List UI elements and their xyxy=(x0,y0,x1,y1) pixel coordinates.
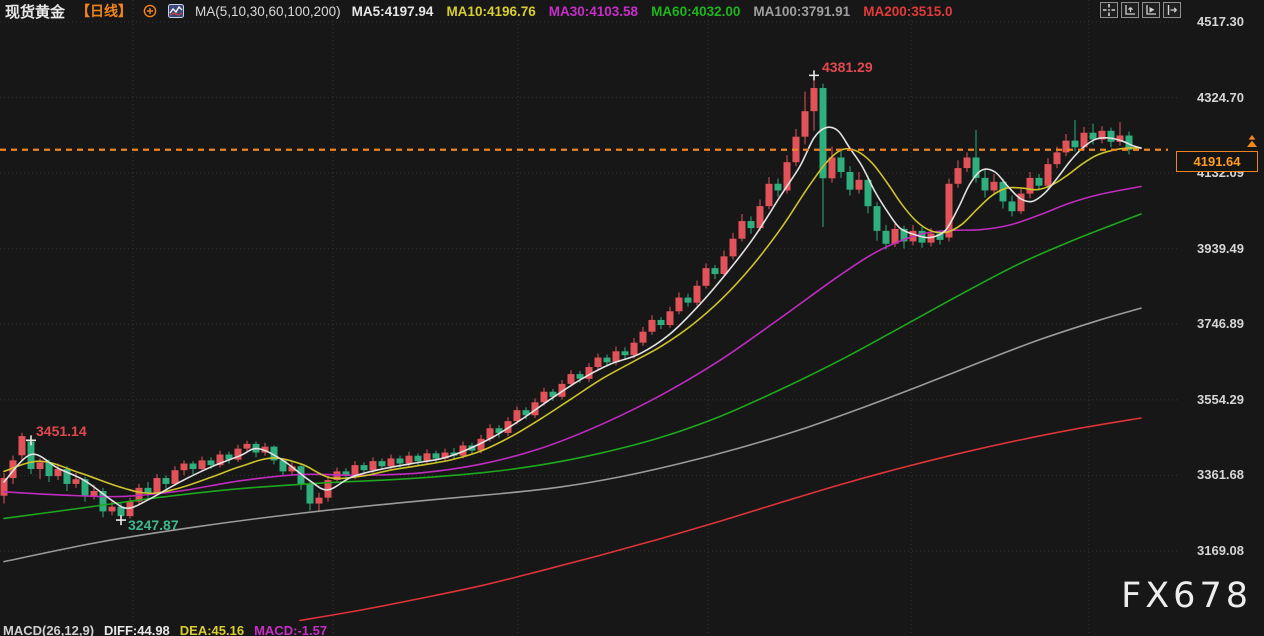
auto-scroll-button[interactable] xyxy=(1142,2,1160,18)
ma-line-ma5 xyxy=(3,126,1142,510)
macd-indicator-row: MACD(26,12,9) DIFF:44.98 DEA:45.16 MACD:-1.… xyxy=(3,623,327,636)
axis-tick-label: 3361.68 xyxy=(1197,467,1244,483)
ma-legend: MA5:4197.94 MA10:4196.76 MA30:4103.58 MA60:… xyxy=(352,4,953,19)
plus-circle-icon[interactable] xyxy=(143,4,157,18)
extreme-price-label: 3247.87 xyxy=(128,517,179,534)
macd-value-label: MACD:-1.57 xyxy=(254,623,328,636)
macd-value-label: DEA:45.16 xyxy=(179,623,245,636)
ma-line-ma60 xyxy=(3,213,1142,520)
period-label[interactable]: 【日线】 xyxy=(76,3,133,19)
ma-line-ma30 xyxy=(3,185,1142,498)
axis-tick-label: 4324.70 xyxy=(1197,89,1244,105)
ma-line-ma10 xyxy=(3,147,1142,495)
ma-legend-item: MA200:3515.0 xyxy=(863,3,953,19)
ma-legend-item: MA60:4032.00 xyxy=(651,3,741,19)
axis-tick-label: 3169.08 xyxy=(1197,542,1244,558)
chart-header: 现货黄金 【日线】 MA(5,10,30,60,100,200) MA5:419… xyxy=(5,0,953,22)
ma-legend-item: MA10:4196.76 xyxy=(446,3,536,19)
ma-legend-item: MA5:4197.94 xyxy=(351,3,434,19)
pan-right-button[interactable] xyxy=(1163,2,1181,18)
extreme-price-label: 4381.29 xyxy=(822,59,873,76)
crosshair-button[interactable] xyxy=(1100,2,1118,18)
symbol-title: 现货黄金 xyxy=(5,3,66,21)
line-chart-icon xyxy=(168,4,185,18)
ma-line-ma200 xyxy=(299,417,1142,622)
scroll-to-latest-icon[interactable] xyxy=(1244,135,1260,154)
ma-legend-item: MA100:3791.91 xyxy=(753,3,851,19)
extreme-price-label: 3451.14 xyxy=(36,423,87,440)
axis-tick-label: 4517.30 xyxy=(1197,14,1244,29)
chart-toolbar xyxy=(1100,2,1181,18)
scale-axis-up-button[interactable] xyxy=(1121,2,1139,18)
last-price-badge: 4191.64 xyxy=(1176,151,1258,172)
axis-tick-label: 3939.49 xyxy=(1197,240,1244,256)
watermark: FX678 xyxy=(1121,576,1252,616)
ma-group-label: MA(5,10,30,60,100,200) xyxy=(195,3,341,19)
macd-value-label: DIFF:44.98 xyxy=(104,623,170,636)
ma-line-ma100 xyxy=(3,307,1142,563)
ma-legend-item: MA30:4103.58 xyxy=(548,3,639,19)
macd-value-label: MACD(26,12,9) xyxy=(3,623,95,636)
axis-tick-label: 3554.29 xyxy=(1197,391,1244,407)
axis-tick-label: 3746.89 xyxy=(1197,316,1244,332)
